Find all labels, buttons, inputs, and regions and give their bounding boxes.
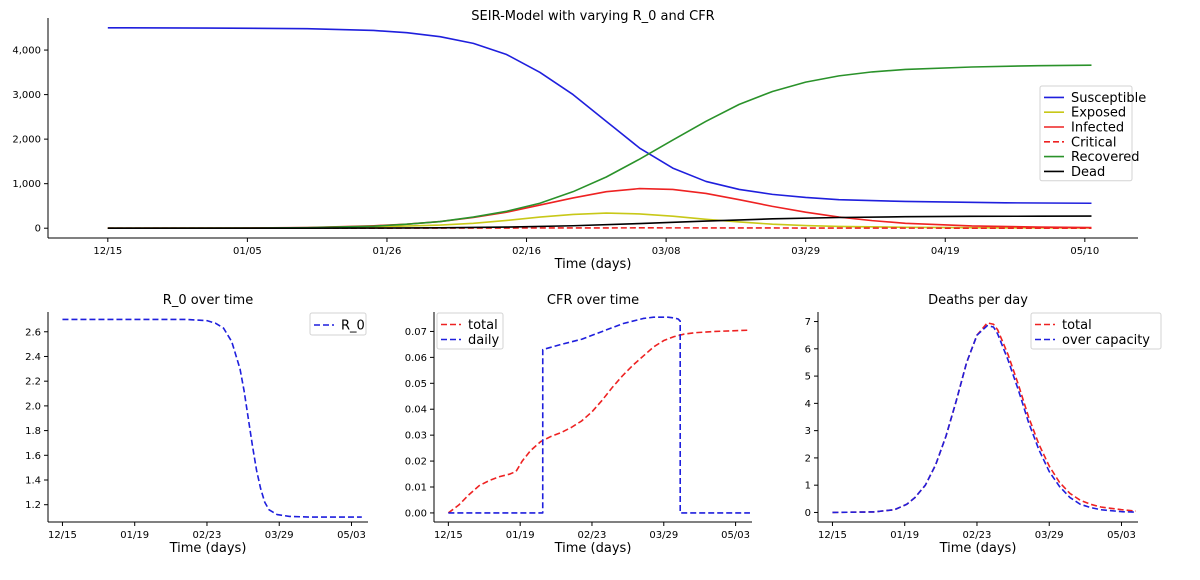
- x-tick-label: 04/19: [931, 246, 960, 257]
- chart-r0: R_0 over time 12/15 01/19 02/23 03/29 05/03 1.…: [25, 293, 368, 556]
- series-line-infected: [107, 187, 1092, 229]
- x-tick-label: 01/26: [373, 246, 402, 257]
- series-line-dead: [107, 215, 1092, 229]
- x-tick-label: 01/19: [120, 530, 149, 541]
- y-tick-label: 0.03: [405, 431, 427, 442]
- legend-label: Recovered: [1071, 150, 1140, 165]
- y-tick-label: 4,000: [12, 46, 41, 57]
- series-line-total: [447, 329, 750, 514]
- legend: R_0: [309, 312, 367, 336]
- y-tick-label: 0.00: [405, 508, 427, 519]
- y-tick-label: 1.4: [25, 476, 41, 487]
- x-tick-label: 02/16: [512, 246, 541, 257]
- legend: SusceptibleExposedInfectedCriticalRecove…: [1039, 85, 1146, 182]
- legend-label: over capacity: [1062, 333, 1150, 348]
- chart-cfr: CFR over time 12/15 01/19 02/23 03/29 05/03 0.…: [405, 293, 752, 556]
- y-tick-label: 7: [805, 317, 811, 328]
- y-tick-label: 1,000: [12, 179, 41, 190]
- legend-label: total: [1062, 318, 1092, 333]
- y-tick-label: 2,000: [12, 135, 41, 146]
- chart-deaths: Deaths per day 12/15 01/19 02/23 03/29 05/03 0…: [805, 293, 1162, 556]
- x-axis-title: Time (days): [554, 541, 632, 556]
- x-tick-label: 05/03: [337, 530, 366, 541]
- x-tick-label: 12/15: [93, 246, 122, 257]
- y-tick-label: 0.02: [405, 457, 427, 468]
- series-line-daily: [448, 316, 750, 514]
- x-tick-label: 12/15: [48, 530, 77, 541]
- x-tick-label: 05/10: [1070, 246, 1099, 257]
- y-tick-label: 1: [805, 481, 811, 492]
- series-line-r-0: [62, 318, 362, 518]
- x-tick-label: 03/29: [791, 246, 820, 257]
- chart-title: CFR over time: [547, 293, 639, 308]
- y-tick-label: 0.06: [405, 353, 427, 364]
- legend-label: Dead: [1071, 165, 1105, 180]
- chart-title: R_0 over time: [163, 293, 253, 308]
- y-tick-label: 0: [35, 224, 41, 235]
- x-tick-label: 02/23: [578, 530, 607, 541]
- legend-frame: [1030, 312, 1162, 350]
- y-tick-label: 0.07: [405, 327, 427, 338]
- x-tick-label: 02/23: [193, 530, 222, 541]
- x-tick-label: 01/19: [890, 530, 919, 541]
- x-tick-label: 01/05: [233, 246, 262, 257]
- x-tick-label: 03/29: [1035, 530, 1064, 541]
- series-line-recovered: [107, 64, 1092, 229]
- chart-title: SEIR-Model with varying R_0 and CFR: [471, 9, 714, 24]
- y-tick-label: 1.8: [25, 426, 41, 437]
- x-tick-label: 05/03: [1107, 530, 1136, 541]
- x-tick-label: 02/23: [963, 530, 992, 541]
- series-line-exposed: [107, 212, 1092, 229]
- x-tick-label: 03/08: [652, 246, 681, 257]
- y-tick-label: 2.4: [25, 352, 41, 363]
- y-tick-label: 2.0: [25, 401, 41, 412]
- y-tick-label: 3: [805, 426, 811, 437]
- x-tick-label: 12/15: [818, 530, 847, 541]
- legend-label: R_0: [341, 319, 365, 334]
- y-tick-label: 1.6: [25, 451, 41, 462]
- x-tick-label: 12/15: [434, 530, 463, 541]
- y-tick-label: 3,000: [12, 90, 41, 101]
- x-tick-label: 01/19: [506, 530, 535, 541]
- legend-label: Susceptible: [1071, 91, 1146, 106]
- y-tick-label: 5: [805, 372, 811, 383]
- x-tick-label: 03/29: [265, 530, 294, 541]
- legend-label: Infected: [1071, 121, 1124, 136]
- legend-label: daily: [468, 333, 499, 348]
- legend-frame: [309, 312, 367, 336]
- chart-title: Deaths per day: [928, 293, 1028, 308]
- y-tick-label: 0.01: [405, 483, 427, 494]
- series-line-over-capacity: [832, 324, 1136, 514]
- x-axis-title: Time (days): [554, 257, 632, 272]
- x-tick-label: 03/29: [649, 530, 678, 541]
- legend-label: Exposed: [1071, 106, 1126, 121]
- y-tick-label: 6: [805, 344, 811, 355]
- x-tick-label: 05/03: [721, 530, 750, 541]
- y-tick-label: 1.2: [25, 500, 41, 511]
- x-axis-title: Time (days): [939, 541, 1017, 556]
- x-axis-title: Time (days): [169, 541, 247, 556]
- y-tick-label: 2: [805, 453, 811, 464]
- series-line-susceptible: [107, 27, 1092, 205]
- y-tick-label: 0: [805, 508, 811, 519]
- y-tick-label: 0.04: [405, 405, 427, 416]
- chart-main: SEIR-Model with varying R_0 and CFR 12/15…: [12, 9, 1146, 272]
- legend-label: total: [468, 318, 498, 333]
- y-tick-label: 2.6: [25, 327, 41, 338]
- y-tick-label: 2.2: [25, 377, 41, 388]
- y-tick-label: 0.05: [405, 379, 427, 390]
- y-tick-label: 4: [805, 399, 811, 410]
- series-line-total: [832, 322, 1137, 514]
- legend-label: Critical: [1071, 135, 1116, 150]
